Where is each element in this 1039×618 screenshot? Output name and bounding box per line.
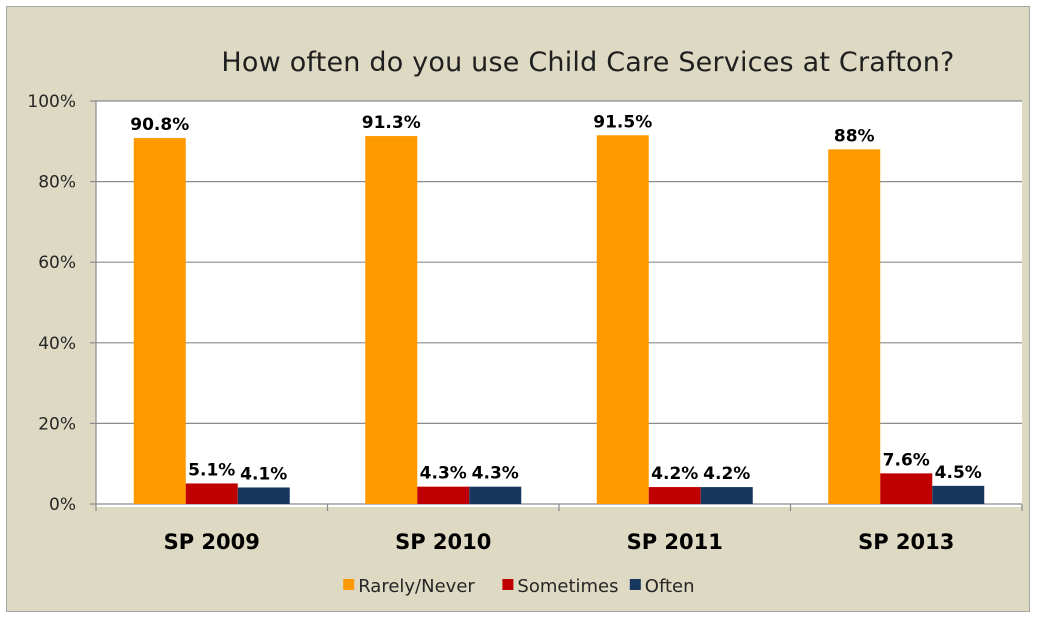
data-label: 4.2% [703,464,750,484]
bar-often [700,487,753,504]
bar-rarely-never [133,138,186,505]
bar-often [932,485,985,504]
bar-often [237,487,290,504]
data-label: 4.2% [651,464,698,484]
legend-swatch [343,579,355,590]
data-label: 91.3% [362,113,421,133]
y-tick-label: 100% [27,92,76,112]
data-label: 90.8% [130,115,189,135]
legend-swatch [629,579,641,590]
bar-rarely-never [365,136,418,504]
y-tick-label: 60% [38,253,76,273]
legend-label: Sometimes [517,576,618,597]
data-label: 4.3% [420,464,467,484]
data-label: 4.5% [935,463,982,483]
y-tick-label: 0% [49,495,76,515]
bar-rarely-never [596,135,649,504]
chart-title: How often do you use Child Care Services… [221,47,955,78]
data-label: 91.5% [593,112,652,132]
data-label: 4.1% [240,464,287,484]
data-label: 4.3% [472,464,519,484]
x-category-label: SP 2009 [164,530,260,554]
bar-sometimes [880,473,933,504]
legend-label: Rarely/Never [358,576,475,597]
bar-often [469,486,522,504]
x-category-label: SP 2013 [858,530,954,554]
data-label: 7.6% [883,450,930,470]
y-tick-label: 20% [38,414,76,434]
legend: Rarely/Never Sometimes Often [343,576,695,597]
bar-sometimes [648,487,701,504]
legend-label: Often [645,576,695,597]
bar-rarely-never [828,149,881,505]
data-label: 88% [834,126,875,146]
y-tick-label: 40% [38,334,76,354]
data-label: 5.1% [188,460,235,480]
bar-sometimes [417,486,470,504]
x-category-label: SP 2011 [627,530,723,554]
y-tick-label: 80% [38,173,76,193]
x-category-label: SP 2010 [395,530,491,554]
legend-swatch [502,579,514,590]
plot-area [96,101,1022,507]
data-labels: 90.8% 5.1% 4.1% 91.3% 4.3% 4.3% 91.5% 4.2% 4.2% 8… [130,112,982,484]
bar-sometimes [185,483,238,504]
bars [133,135,985,505]
